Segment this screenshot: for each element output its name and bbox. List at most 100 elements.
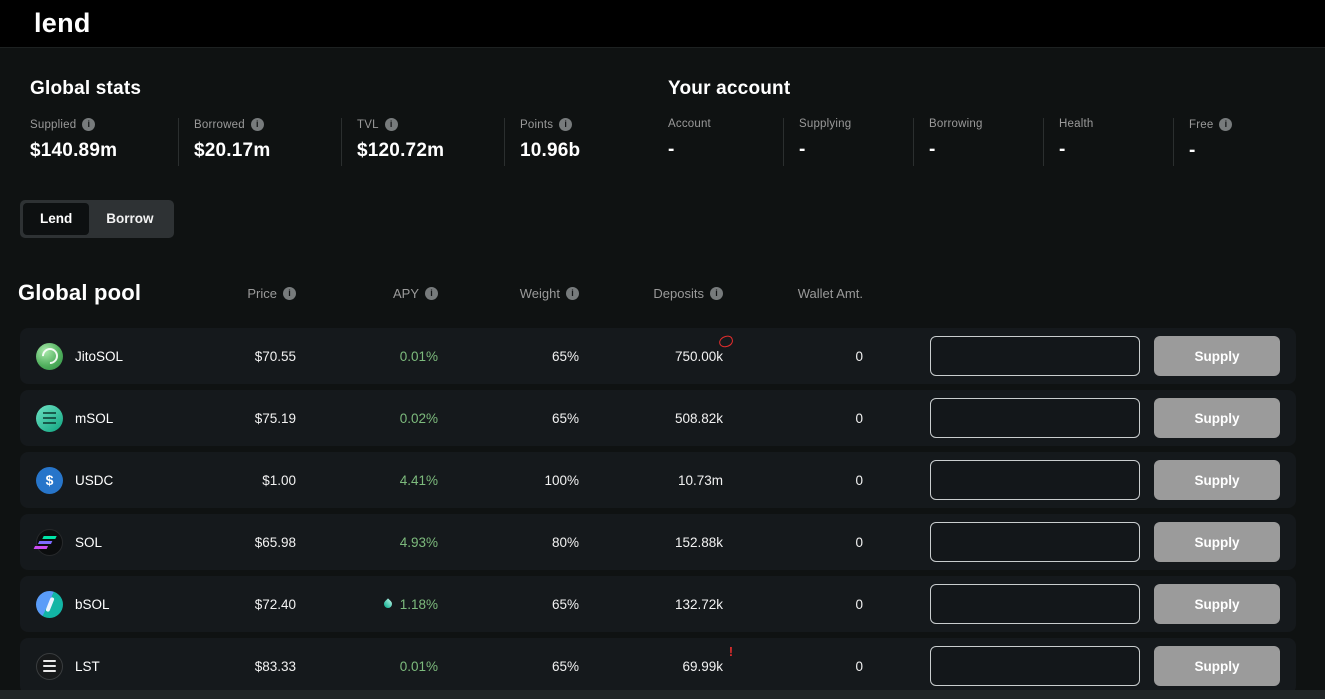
info-icon[interactable] (566, 286, 579, 300)
info-icon[interactable] (283, 286, 296, 300)
deposit-warning-icon[interactable] (729, 646, 733, 659)
app-logo[interactable]: lend (34, 8, 91, 38)
apy-cell: 0.01% (296, 349, 438, 364)
deposits-value: 750.00k (674, 348, 723, 364)
stat-tvl-label: TVL (357, 118, 379, 131)
asset-cell: mSOL (36, 404, 206, 432)
wallet-amount-value: 0 (855, 410, 863, 426)
acct-free-label: Free (1189, 118, 1214, 131)
wallet-amount-value: 0 (855, 534, 863, 550)
asset-cell: SOL (36, 528, 206, 556)
asset-cell: JitoSOL (36, 342, 206, 370)
asset-token-icon (36, 466, 63, 494)
table-row: bSOL $72.40 1.18% 65% 132.72k 0 Supply (20, 576, 1296, 633)
deposits-cell: 152.88k (579, 535, 723, 550)
col-deposits-label: Deposits (653, 285, 704, 301)
stat-borrowed-label: Borrowed (194, 118, 245, 131)
tab-borrow[interactable]: Borrow (106, 211, 154, 226)
asset-name: mSOL (75, 410, 114, 426)
supply-button[interactable]: Supply (1154, 646, 1280, 687)
info-icon[interactable] (425, 286, 438, 300)
asset-name: LST (75, 658, 100, 674)
stat-points-value: 10.96b (520, 140, 581, 161)
amount-input[interactable] (930, 584, 1140, 625)
weight-value: 65% (551, 658, 579, 674)
price-value: $72.40 (254, 596, 296, 612)
acct-borrowing: Borrowing - (913, 118, 1043, 166)
apy-flame-icon (382, 598, 394, 610)
asset-token-icon (36, 342, 63, 370)
stat-supplied: Supplied $140.89m (30, 118, 178, 166)
amount-input[interactable] (930, 646, 1140, 687)
your-account: Your account Account - Supplying - Borro… (668, 78, 1303, 166)
col-price-label: Price (247, 285, 277, 301)
global-stats-title: Global stats (30, 78, 142, 99)
stat-tvl: TVL $120.72m (341, 118, 504, 166)
col-weight-label: Weight (519, 285, 560, 301)
stat-supplied-label: Supplied (30, 118, 77, 131)
wallet-amount-value: 0 (855, 658, 863, 674)
tab-lend[interactable]: Lend (23, 203, 90, 236)
info-icon[interactable] (82, 118, 96, 131)
asset-cell: LST (36, 652, 206, 680)
supply-button[interactable]: Supply (1154, 398, 1280, 439)
info-icon[interactable] (250, 118, 264, 131)
deposit-warning-icon[interactable] (717, 334, 735, 349)
stat-borrowed: Borrowed $20.17m (178, 118, 341, 166)
footer-bar (0, 690, 1325, 699)
info-icon[interactable] (1219, 118, 1233, 131)
apy-cell: 1.18% (296, 597, 438, 612)
amount-input[interactable] (930, 336, 1140, 377)
asset-token-icon (36, 528, 63, 556)
weight-value: 65% (551, 596, 579, 612)
deposits-cell: 10.73m (579, 473, 723, 488)
table-row: LST $83.33 0.01% 65% 69.99k 0 Supply (20, 638, 1296, 695)
acct-account-value: - (668, 139, 675, 160)
wallet-amount-value: 0 (855, 472, 863, 488)
supply-button[interactable]: Supply (1154, 584, 1280, 625)
amount-input[interactable] (930, 460, 1140, 501)
apy-cell: 0.01% (296, 659, 438, 674)
top-bar: lend (0, 0, 1325, 48)
table-row: mSOL $75.19 0.02% 65% 508.82k 0 Supply (20, 390, 1296, 447)
price-value: $65.98 (254, 534, 296, 550)
pool-title: Global pool (18, 280, 142, 306)
asset-name: bSOL (75, 596, 110, 612)
acct-health-label: Health (1059, 118, 1094, 130)
asset-name: SOL (75, 534, 103, 550)
supply-button[interactable]: Supply (1154, 336, 1280, 377)
acct-health: Health - (1043, 118, 1173, 166)
supply-button[interactable]: Supply (1154, 460, 1280, 501)
deposits-cell: 132.72k (579, 597, 723, 612)
info-icon[interactable] (710, 286, 723, 300)
apy-value: 4.41% (399, 472, 438, 488)
amount-input[interactable] (930, 522, 1140, 563)
info-icon[interactable] (559, 118, 573, 131)
price-value: $1.00 (262, 472, 296, 488)
asset-name: USDC (75, 472, 114, 488)
stats-section: Global stats Supplied $140.89m Borrowed … (0, 48, 1325, 166)
supply-button[interactable]: Supply (1154, 522, 1280, 563)
price-value: $70.55 (254, 348, 296, 364)
your-account-title: Your account (668, 78, 791, 99)
deposits-cell: 750.00k (579, 334, 735, 364)
apy-value: 0.02% (399, 410, 438, 426)
acct-borrowing-value: - (929, 139, 936, 160)
table-row: SOL $65.98 4.93% 80% 152.88k 0 Supply (20, 514, 1296, 571)
apy-cell: 0.02% (296, 411, 438, 426)
pool-rows: JitoSOL $70.55 0.01% 65% 750.00k 0 Suppl… (20, 328, 1296, 695)
wallet-amount-value: 0 (855, 348, 863, 364)
acct-supplying-value: - (799, 139, 806, 160)
amount-input[interactable] (930, 398, 1140, 439)
deposits-value: 10.73m (677, 472, 723, 488)
deposits-value: 508.82k (674, 410, 723, 426)
global-stats: Global stats Supplied $140.89m Borrowed … (30, 78, 668, 166)
info-icon[interactable] (384, 118, 398, 131)
asset-token-icon (36, 590, 63, 618)
deposits-value: 152.88k (674, 534, 723, 550)
acct-borrowing-label: Borrowing (929, 118, 983, 130)
apy-value: 0.01% (399, 658, 438, 674)
asset-name: JitoSOL (75, 348, 124, 364)
stat-points-label: Points (520, 118, 554, 131)
price-value: $83.33 (254, 658, 296, 674)
